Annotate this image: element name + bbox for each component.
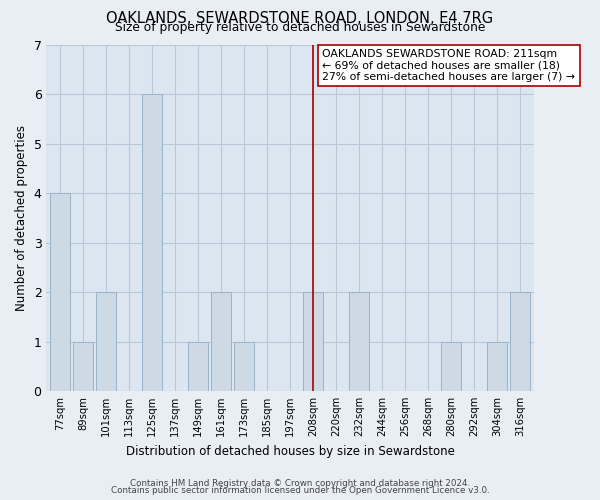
Y-axis label: Number of detached properties: Number of detached properties [15,125,28,311]
Bar [304,292,323,391]
X-axis label: Distribution of detached houses by size in Sewardstone: Distribution of detached houses by size … [125,444,455,458]
Bar [487,342,507,391]
Text: Contains public sector information licensed under the Open Government Licence v3: Contains public sector information licen… [110,486,490,495]
Text: OAKLANDS SEWARDSTONE ROAD: 211sqm
← 69% of detached houses are smaller (18)
27% : OAKLANDS SEWARDSTONE ROAD: 211sqm ← 69% … [322,49,575,82]
Bar [73,342,93,391]
Bar [142,94,162,391]
Bar [510,292,530,391]
Text: Size of property relative to detached houses in Sewardstone: Size of property relative to detached ho… [115,21,485,34]
Bar [235,342,254,391]
Bar [50,194,70,391]
Bar [188,342,208,391]
Bar [349,292,369,391]
Bar [441,342,461,391]
Text: Contains HM Land Registry data © Crown copyright and database right 2024.: Contains HM Land Registry data © Crown c… [130,478,470,488]
Bar [211,292,231,391]
Text: OAKLANDS, SEWARDSTONE ROAD, LONDON, E4 7RG: OAKLANDS, SEWARDSTONE ROAD, LONDON, E4 7… [106,11,494,26]
Bar [97,292,116,391]
